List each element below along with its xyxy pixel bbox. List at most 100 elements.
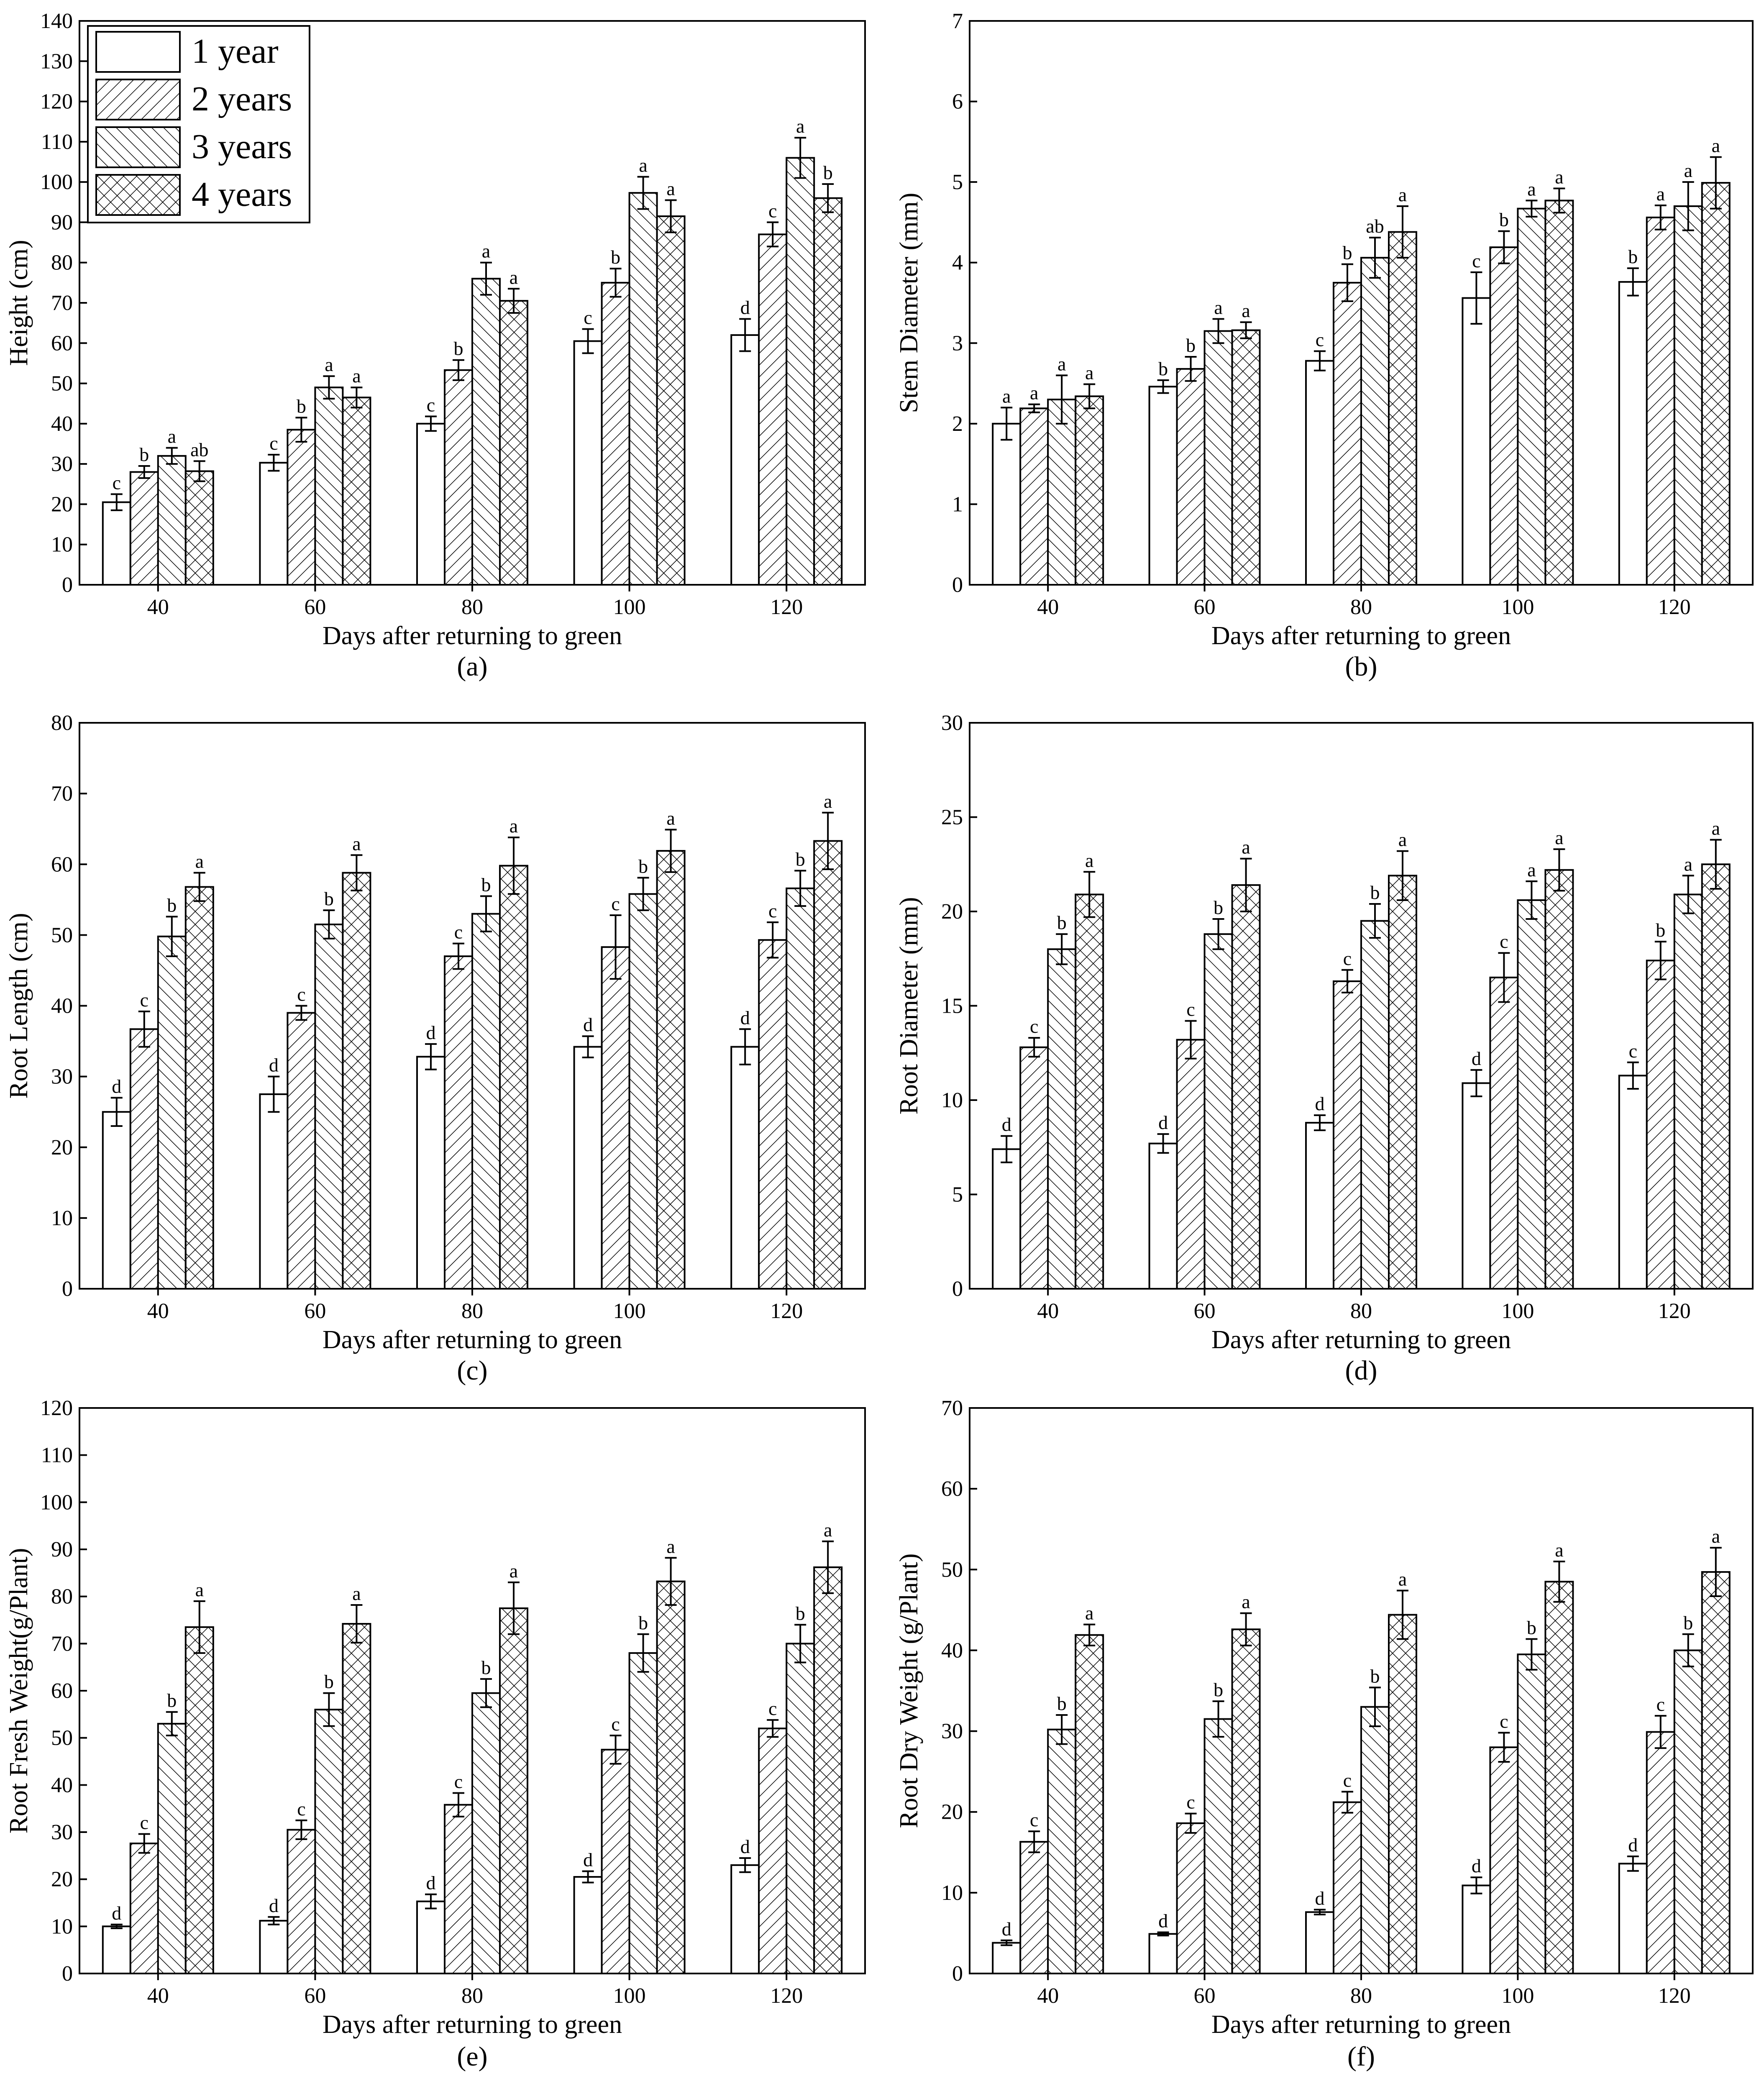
bar <box>1517 207 1546 586</box>
bar <box>1360 257 1390 586</box>
y-tick-label: 0 <box>62 1962 73 1986</box>
panel-label: (a) <box>457 651 487 682</box>
bar <box>730 1864 760 1975</box>
bar <box>573 340 603 586</box>
significance-letter: b <box>1370 1665 1380 1687</box>
bar <box>471 1692 501 1974</box>
bar <box>1618 1075 1648 1290</box>
y-tick-label: 5 <box>952 170 963 194</box>
significance-letter: b <box>1343 242 1352 264</box>
significance-letter: a <box>666 178 675 199</box>
y-axis-title: Root Diameter (mm) <box>895 897 923 1115</box>
x-axis-title: Days after returning to green <box>1211 2010 1511 2039</box>
y-tick-label: 40 <box>51 994 73 1018</box>
y-tick-label: 3 <box>952 331 963 355</box>
significance-letter: c <box>454 921 463 943</box>
y-tick-label: 120 <box>40 90 73 114</box>
bar <box>342 872 371 1290</box>
legend-swatch-3-years <box>95 126 181 168</box>
bar <box>259 462 289 586</box>
significance-letter: a <box>1085 362 1093 383</box>
significance-letter: b <box>167 1690 177 1711</box>
bar <box>1388 875 1417 1290</box>
significance-letter: b <box>324 1671 334 1692</box>
y-tick-label: 0 <box>62 1277 73 1301</box>
x-tick-label: 80 <box>461 595 483 619</box>
y-tick-label: 70 <box>51 291 73 315</box>
bar <box>1701 182 1731 586</box>
significance-letter: a <box>509 1560 518 1582</box>
bar <box>1047 399 1077 586</box>
y-tick-label: 5 <box>952 1183 963 1207</box>
significance-letter: b <box>1186 335 1196 356</box>
x-tick-label: 60 <box>304 595 326 619</box>
bar <box>992 1942 1022 1975</box>
y-tick-label: 20 <box>941 1800 963 1824</box>
bar <box>1673 1649 1703 1974</box>
bar <box>813 840 843 1290</box>
y-tick-label: 30 <box>941 1720 963 1743</box>
significance-letter: b <box>796 1602 805 1624</box>
bar <box>1388 231 1417 586</box>
significance-letter: b <box>1656 919 1665 941</box>
bar <box>342 397 371 586</box>
bar <box>813 197 843 586</box>
y-tick-label: 40 <box>51 1773 73 1797</box>
bar <box>758 1728 788 1974</box>
significance-letter: a <box>195 1579 204 1600</box>
panel-label: (c) <box>457 1355 487 1386</box>
bar <box>287 1012 316 1290</box>
legend-swatch-1-year <box>95 31 181 73</box>
bar <box>1075 893 1104 1290</box>
x-tick-label: 40 <box>147 1299 169 1323</box>
bar <box>1360 1706 1390 1975</box>
y-tick-label: 10 <box>941 1088 963 1112</box>
x-tick-label: 120 <box>770 1984 803 2008</box>
x-axis-title: Days after returning to green <box>323 622 622 650</box>
x-tick-label: 60 <box>304 1299 326 1323</box>
significance-letter: a <box>639 155 647 176</box>
y-axis-title: Root Length (cm) <box>5 913 33 1098</box>
bar <box>1176 368 1206 586</box>
x-tick-label: 40 <box>1037 1299 1059 1323</box>
significance-letter: c <box>768 900 777 921</box>
significance-letter: a <box>1712 1526 1720 1547</box>
significance-letter: c <box>1316 329 1324 351</box>
y-tick-label: 100 <box>40 1490 73 1514</box>
bar <box>1047 948 1077 1290</box>
y-tick-label: 20 <box>941 900 963 924</box>
bar <box>1231 1628 1261 1974</box>
significance-letter: a <box>1398 184 1407 205</box>
significance-letter: b <box>297 395 306 417</box>
x-tick-label: 120 <box>1658 1984 1691 2008</box>
significance-letter: d <box>583 1849 593 1871</box>
y-tick-label: 30 <box>941 711 963 735</box>
bar <box>1203 933 1233 1290</box>
bar <box>287 429 316 586</box>
bar <box>601 946 630 1290</box>
y-tick-label: 10 <box>51 1206 73 1230</box>
bar <box>628 192 658 586</box>
bar <box>1646 216 1675 586</box>
bar <box>1305 1911 1334 1974</box>
significance-letter: a <box>1214 297 1222 318</box>
significance-letter: b <box>481 1657 491 1678</box>
significance-letter: a <box>666 1536 675 1557</box>
significance-letter: a <box>824 1519 832 1541</box>
bar <box>444 369 473 586</box>
y-tick-label: 110 <box>41 130 73 154</box>
bar <box>157 455 187 586</box>
legend-label-2-years: 2 years <box>192 79 292 118</box>
bar <box>416 422 445 586</box>
significance-letter: a <box>195 851 204 872</box>
bar <box>499 865 528 1290</box>
bar <box>758 939 788 1290</box>
significance-letter: b <box>638 1612 648 1633</box>
significance-letter: c <box>1186 999 1195 1020</box>
bar <box>1148 1933 1178 1974</box>
bar <box>1544 200 1574 586</box>
bar <box>601 1748 630 1975</box>
bar <box>786 1643 815 1974</box>
